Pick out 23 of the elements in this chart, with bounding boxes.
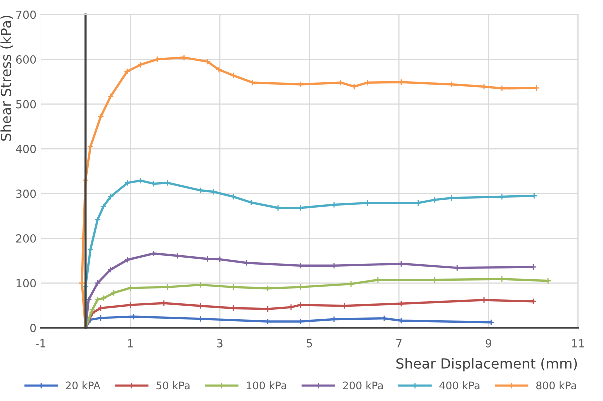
legend-label: 20 kPA xyxy=(66,382,101,390)
y-tick-label: 600 xyxy=(16,56,36,64)
y-tick-label: 500 xyxy=(16,100,36,109)
y-tick-label: 200 xyxy=(16,234,36,243)
legend-label: 800 kPa xyxy=(536,382,576,390)
y-tick-label: 400 xyxy=(16,145,36,154)
y-tick-label: 0 xyxy=(30,324,36,332)
legend-label: 50 kPa xyxy=(156,382,190,390)
x-tick-label: 7 xyxy=(396,339,402,348)
x-tick-label: 11 xyxy=(572,339,584,348)
legend-label: 200 kPa xyxy=(343,382,384,390)
legend-label: 400 kPa xyxy=(440,382,480,390)
y-axis-title: Shear Stress (kPa) xyxy=(0,16,14,141)
legend-label: 100 kPa xyxy=(247,382,286,390)
x-tick-label: 5 xyxy=(306,339,312,348)
y-tick-label: 100 xyxy=(16,279,36,288)
x-tick-label: -1 xyxy=(36,339,46,348)
x-tick-label: 3 xyxy=(217,339,223,348)
x-tick-label: 1 xyxy=(128,339,134,348)
x-tick-label: 9 xyxy=(486,339,492,348)
y-tick-label: 300 xyxy=(16,190,36,198)
x-axis-title: Shear Displacement (mm) xyxy=(396,358,578,372)
y-tick-label: 700 xyxy=(16,10,36,20)
